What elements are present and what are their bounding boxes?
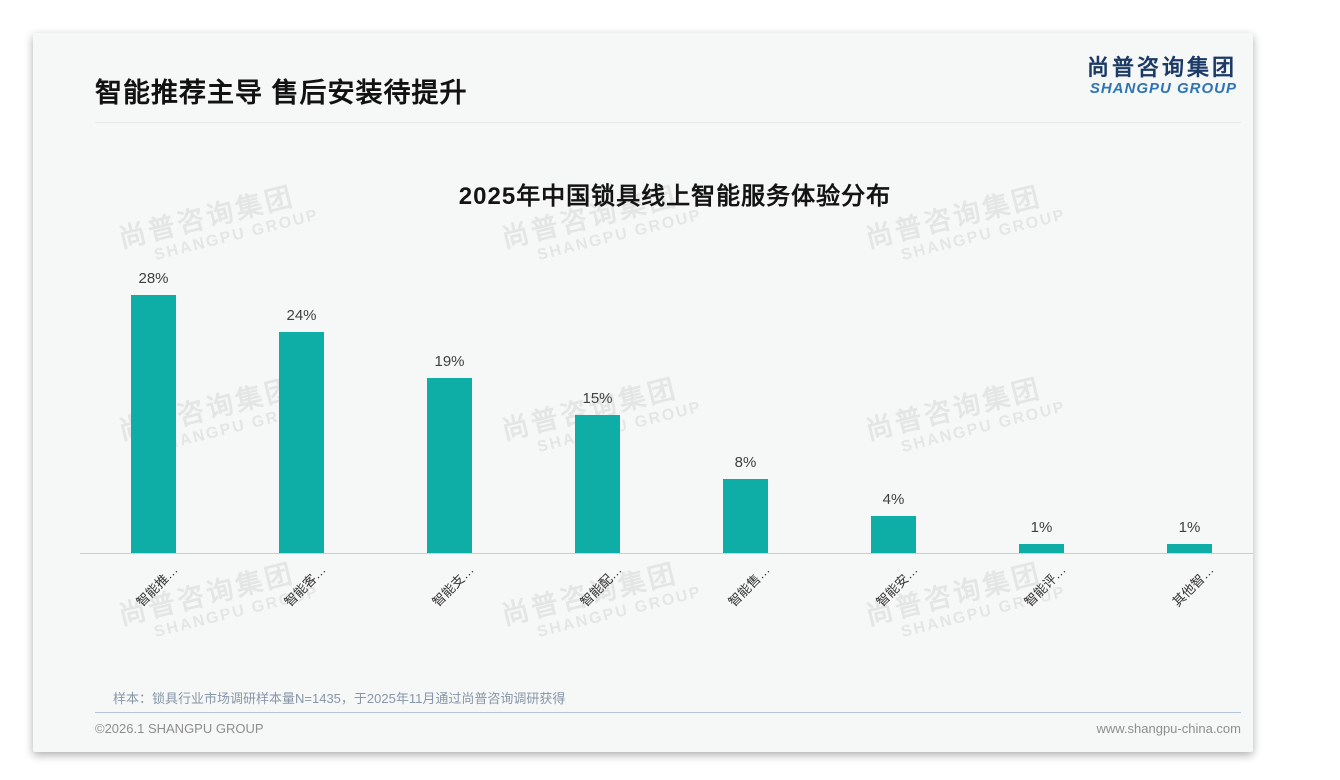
title-divider — [95, 122, 1241, 123]
watermark-english-text: SHANGPU GROUP — [535, 206, 704, 265]
bar — [723, 479, 768, 553]
bar — [279, 332, 324, 553]
bar-value-label: 1% — [1178, 519, 1201, 536]
bar-value-label: 28% — [138, 270, 169, 287]
x-axis-label: 智能客… — [280, 562, 329, 610]
bar-value-label: 1% — [1030, 519, 1053, 536]
bar — [427, 378, 472, 553]
bar-value-label: 15% — [582, 390, 613, 407]
watermark-english-text: SHANGPU GROUP — [152, 206, 321, 265]
x-axis-label: 智能评… — [1020, 562, 1069, 610]
footer: ©2026.1 SHANGPU GROUP www.shangpu-china.… — [95, 721, 1241, 736]
bar — [131, 295, 176, 553]
bar — [1167, 544, 1212, 553]
company-logo: 尚普咨询集团 SHANGPU GROUP — [1087, 55, 1237, 98]
plot-area: 28% 24% 19% 15% 8% 4% 1% 1% — [98, 270, 1220, 553]
x-axis-label: 智能售… — [724, 562, 773, 610]
bar-value-label: 8% — [734, 454, 757, 471]
x-axis-label: 智能支… — [428, 562, 477, 610]
sample-note: 样本：锁具行业市场调研样本量N=1435，于2025年11月通过尚普咨询调研获得 — [113, 691, 566, 706]
bar — [871, 516, 916, 553]
x-axis-labels: 智能推… 智能客… 智能支… 智能配… 智能售… 智能安… 智能评… 其他智… — [98, 560, 1220, 650]
copyright-text: ©2026.1 SHANGPU GROUP — [95, 721, 264, 736]
x-axis-label: 智能配… — [576, 562, 625, 610]
x-axis-label: 其他智… — [1168, 562, 1217, 610]
bar — [575, 415, 620, 553]
page-title: 智能推荐主导 售后安装待提升 — [95, 78, 468, 108]
website-url: www.shangpu-china.com — [1096, 721, 1241, 736]
logo-english-text: SHANGPU GROUP — [1089, 80, 1237, 98]
x-axis-line — [80, 553, 1253, 554]
chart-title: 2025年中国锁具线上智能服务体验分布 — [458, 183, 892, 210]
x-axis-label: 智能推… — [132, 562, 181, 610]
watermark-english-text: SHANGPU GROUP — [899, 206, 1068, 265]
x-axis-label: 智能安… — [872, 562, 921, 610]
bar — [1019, 544, 1064, 553]
bar-value-label: 19% — [434, 353, 465, 370]
slide-card: 智能推荐主导 售后安装待提升 尚普咨询集团 SHANGPU GROUP 尚普咨询… — [33, 33, 1253, 752]
logo-chinese-text: 尚普咨询集团 — [1086, 55, 1237, 80]
bar-value-label: 4% — [882, 491, 905, 508]
bar-value-label: 24% — [286, 307, 317, 324]
footer-divider — [95, 712, 1241, 713]
